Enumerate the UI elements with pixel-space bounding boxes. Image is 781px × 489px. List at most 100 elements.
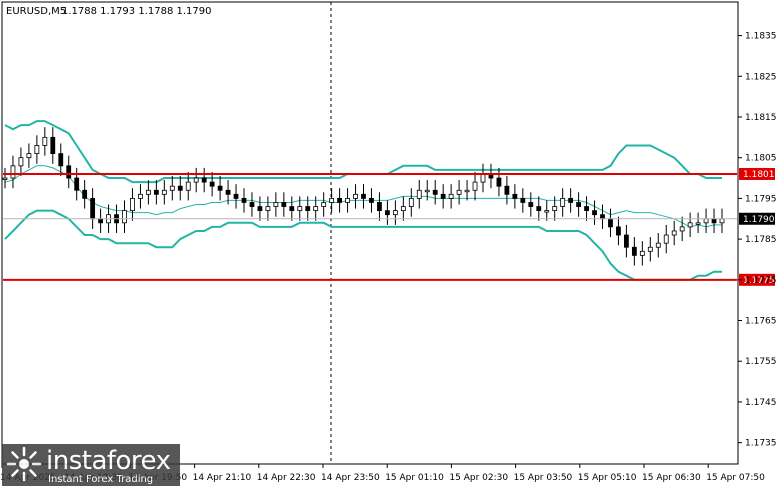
y-tick-label: 1.1815 — [745, 113, 777, 123]
candle — [528, 192, 534, 217]
candle — [161, 180, 167, 205]
candle — [671, 220, 677, 246]
candle — [687, 212, 693, 238]
candle — [58, 143, 64, 177]
level-price-tag — [739, 167, 775, 180]
candle — [480, 163, 486, 193]
candle — [273, 192, 279, 217]
candle — [321, 192, 327, 217]
candle — [440, 184, 446, 209]
candle — [50, 127, 56, 164]
candle — [384, 200, 390, 225]
support-resistance-levels: 1.1801 1.1775 1.1790 — [3, 167, 775, 286]
upper-band-line — [4, 120, 722, 184]
x-tick-label: 15 Apr 05:10 — [578, 473, 637, 483]
candle — [185, 171, 191, 201]
candle — [18, 147, 24, 177]
candle — [313, 196, 319, 221]
current-price-label: 1.1790 — [743, 215, 775, 225]
y-axis: 1.1835 1.1825 1.1815 1.1805 1.1795 1.1785 1.17… — [738, 32, 777, 449]
candle — [679, 216, 685, 242]
candle — [249, 192, 255, 217]
candle — [488, 163, 494, 189]
candle — [297, 196, 303, 221]
candle — [98, 208, 103, 233]
x-tick-label: 15 Apr 07:50 — [706, 473, 765, 483]
level-price-label: 1.1775 — [743, 276, 775, 286]
candle — [289, 196, 295, 221]
candle — [66, 155, 72, 189]
candle — [600, 204, 605, 229]
candle — [584, 196, 589, 221]
candle — [472, 171, 478, 201]
candle — [377, 192, 382, 221]
symbol-label: EURUSD,M5 — [6, 6, 66, 17]
candle — [631, 237, 637, 266]
candle — [592, 200, 597, 225]
candle — [512, 184, 518, 209]
candle — [193, 167, 199, 193]
y-tick-label: 1.1795 — [745, 194, 777, 204]
candle — [201, 167, 207, 193]
candle — [608, 208, 613, 238]
candle — [169, 176, 175, 201]
candle — [408, 188, 414, 217]
candle — [177, 176, 183, 201]
candle — [695, 212, 701, 233]
candle — [153, 180, 159, 205]
candle — [464, 180, 470, 201]
plot-frame — [1, 1, 739, 465]
candle — [369, 188, 374, 213]
logo-sunburst-icon — [6, 446, 42, 482]
y-tick-label: 1.1825 — [745, 72, 777, 82]
candle — [138, 184, 143, 209]
candle — [576, 192, 581, 217]
candle — [329, 188, 335, 213]
y-tick-label: 1.1775 — [745, 276, 777, 286]
logo-tagline: Instant Forex Trading — [48, 474, 154, 485]
candle — [400, 196, 406, 221]
candle — [663, 224, 669, 254]
level-price-tag — [739, 273, 775, 286]
candle — [719, 208, 725, 233]
x-tick-label: 15 Apr 03:50 — [514, 473, 573, 483]
y-tick-label: 1.1765 — [745, 317, 777, 327]
y-tick-label: 1.1745 — [745, 398, 777, 408]
instaforex-logo: instaforex Instant Forex Trading — [2, 444, 180, 486]
candle — [281, 192, 287, 217]
lower-band-line — [4, 209, 722, 281]
candle — [74, 167, 80, 201]
logo-brand-text: instaforex — [46, 446, 171, 476]
x-tick-label: 15 Apr 02:30 — [449, 473, 508, 483]
candle — [456, 180, 462, 205]
candle — [257, 196, 263, 221]
x-tick-label: 15 Apr 01:10 — [385, 473, 444, 483]
x-tick-label: 15 Apr 06:30 — [642, 473, 701, 483]
candle — [424, 180, 430, 201]
candle — [448, 184, 454, 209]
candle — [82, 180, 88, 209]
candle — [241, 188, 247, 213]
candle — [639, 241, 645, 266]
current-price-tag — [739, 212, 775, 225]
candle — [392, 200, 398, 225]
candle — [130, 188, 135, 221]
candle — [624, 224, 629, 258]
candle — [560, 188, 566, 217]
candle — [42, 127, 48, 156]
y-tick-label: 1.1755 — [745, 357, 777, 367]
y-tick-label: 1.1835 — [745, 32, 777, 42]
candle — [544, 200, 550, 221]
candle — [647, 237, 653, 262]
y-tick-label: 1.1805 — [745, 154, 777, 164]
candles — [2, 127, 725, 266]
ohlc-readout: 1.1788 1.1793 1.1788 1.1790 — [62, 6, 212, 17]
candle — [10, 155, 16, 189]
candle — [552, 196, 558, 221]
candle — [122, 200, 127, 233]
x-tick-label: 14 Apr 23:50 — [321, 473, 380, 483]
candle — [520, 188, 526, 213]
candle — [655, 233, 661, 258]
candle — [496, 167, 502, 197]
